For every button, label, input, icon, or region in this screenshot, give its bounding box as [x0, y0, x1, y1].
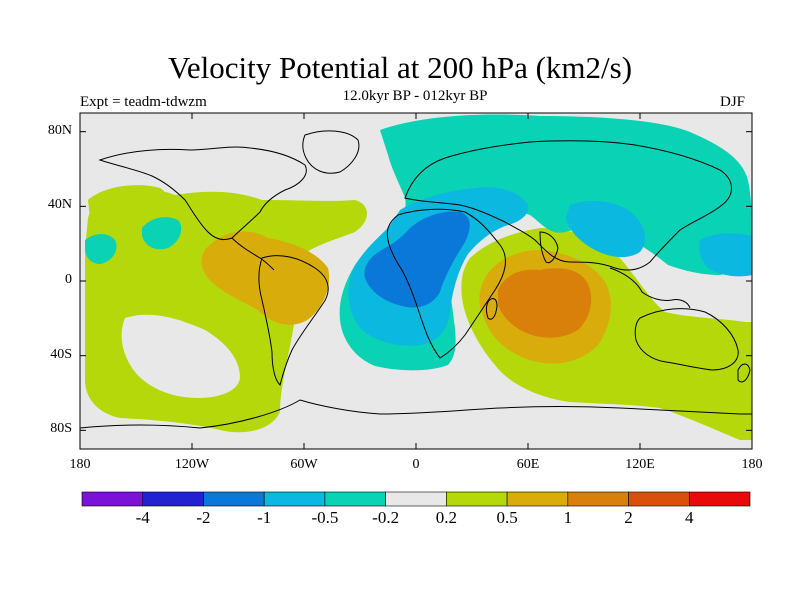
contour-north-pacific-positive [88, 185, 167, 221]
lon-tick-label: 120E [625, 457, 655, 472]
lat-tick-label: 0 [65, 272, 72, 287]
lat-tick-label: 80S [50, 421, 72, 437]
colorbar-swatch [688, 491, 751, 507]
coastline-madagascar [486, 298, 498, 320]
lon-tick-label: 180 [741, 457, 763, 472]
colorbar [81, 491, 751, 507]
contour-west-pacific-1 [699, 233, 752, 277]
colorbar-label: 0.5 [496, 508, 518, 527]
chart-subtitle: 12.0kyr BP - 012kyr BP [342, 88, 488, 104]
season-label: DJF [720, 94, 746, 110]
chart-title: Velocity Potential at 200 hPa (km2/s) [167, 50, 633, 85]
colorbar-swatch [203, 491, 265, 507]
contour-asia-1 [566, 200, 646, 258]
colorbar-label: 0.2 [435, 508, 457, 527]
coastline-greenland [302, 130, 360, 174]
colorbar-swatch [81, 491, 144, 507]
coastline-antarctica [80, 399, 752, 429]
coastline-europe-asia [404, 140, 732, 271]
coastline-southeast-asia [609, 267, 691, 309]
coastline-new-zealand [737, 363, 751, 383]
colorbar-label: 1 [563, 508, 573, 527]
coastline-central-america [231, 237, 275, 271]
coastline-australia [634, 308, 739, 371]
colorbar-swatch [324, 491, 386, 507]
colorbar-label: -0.2 [372, 508, 400, 527]
contour-pacific-neg [142, 217, 182, 250]
contour-fields [85, 114, 752, 440]
colorbar-label: -2 [196, 508, 211, 527]
lon-tick-label: 120W [174, 457, 210, 472]
lon-tick-label: 180 [69, 457, 91, 472]
coastline-africa [386, 208, 506, 359]
contour-pacific-gap [121, 314, 240, 398]
contour-africa-atlantic-2 [364, 211, 470, 308]
colorbar-swatch [506, 491, 569, 507]
contour-indian-ocean-2 [498, 268, 592, 338]
coastlines [80, 130, 752, 429]
colorbar-label: -0.5 [311, 508, 339, 527]
contour-north-america-neg [85, 234, 117, 264]
lat-tick-label: 40S [50, 346, 72, 362]
longitude-ticks [79, 113, 753, 449]
colorbar-swatch [385, 491, 447, 507]
colorbar-label: -1 [257, 508, 272, 527]
coastline-south-america [258, 255, 329, 386]
colorbar-swatch [446, 491, 508, 507]
colorbar-swatch [567, 491, 629, 507]
colorbar-swatch [142, 491, 204, 507]
lon-tick-label: 0 [412, 457, 420, 472]
latitude-ticks [80, 131, 752, 431]
colorbar-label: -4 [135, 508, 150, 527]
colorbar-label: 2 [624, 508, 633, 527]
colorbar-swatch [628, 491, 690, 507]
lat-tick-label: 80N [47, 122, 72, 138]
lat-tick-label: 40N [47, 197, 72, 213]
colorbar-swatch [263, 491, 326, 507]
contour-south-america-1 [201, 231, 330, 325]
lon-tick-label: 60W [290, 457, 318, 472]
colorbar-label: 4 [685, 508, 694, 527]
coastline-north-america [98, 146, 307, 241]
coastline-india [539, 231, 559, 264]
experiment-label: Expt = teadm-tdwzm [80, 94, 207, 110]
lon-tick-label: 60E [516, 457, 540, 472]
